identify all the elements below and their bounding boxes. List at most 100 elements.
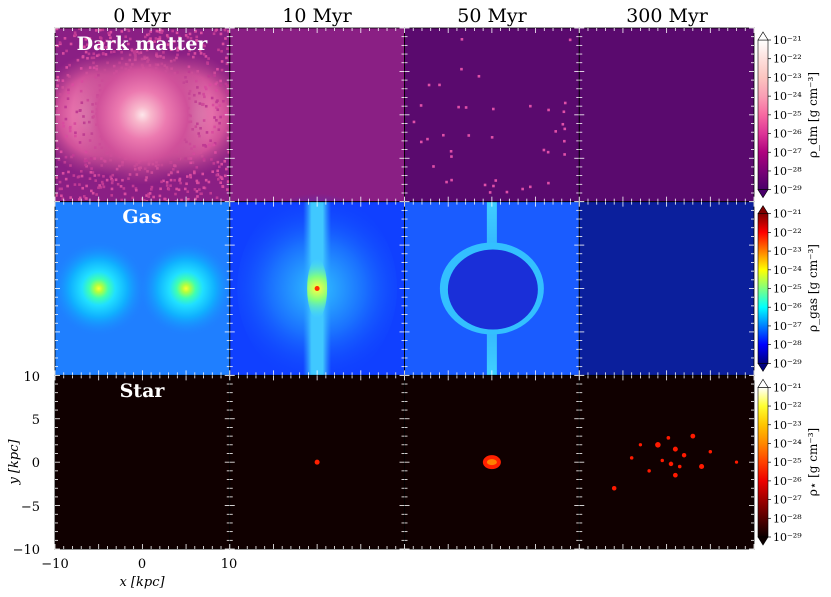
dm-particle <box>58 41 62 44</box>
dm-particle <box>166 43 170 46</box>
dm-particle <box>67 170 70 174</box>
dm-particle <box>194 197 197 201</box>
dm-particle <box>204 55 208 58</box>
dm-particle <box>108 33 111 37</box>
dm-particle <box>193 52 197 55</box>
star-particle <box>681 452 687 458</box>
dm-particle <box>68 129 72 133</box>
column-title-3: 300 Myr <box>626 5 708 27</box>
column-title-1: 10 Myr <box>282 5 352 27</box>
dm-particle <box>102 185 106 189</box>
dm-particle <box>160 31 164 34</box>
dm-particle <box>464 106 468 109</box>
dm-particle <box>127 29 131 33</box>
dm-particle <box>193 187 197 191</box>
dm-particle <box>78 45 82 48</box>
colorbar-label-dm: ρ_dm [g cm⁻³] <box>806 72 820 158</box>
dm-particle <box>206 62 209 65</box>
dm-particle <box>202 157 206 161</box>
dm-particle <box>169 48 173 52</box>
x-axis-label: x [kpc] <box>119 575 165 590</box>
star-particle <box>629 456 634 460</box>
dm-particle <box>216 67 219 71</box>
dm-particle <box>222 115 226 118</box>
colorbar-tick-label: 10⁻²⁸ <box>773 165 802 178</box>
star-panel-bg <box>55 375 230 549</box>
dm-particle <box>167 187 171 191</box>
dm-particle <box>223 159 227 163</box>
dm-particle <box>445 180 448 184</box>
y-tick-label: 5 <box>32 413 40 428</box>
dm-particle <box>65 49 68 53</box>
dm-particle <box>178 35 181 39</box>
colorbar-extend-bottom <box>757 536 769 546</box>
dm-particle <box>148 192 152 195</box>
y-tick-label: 10 <box>23 370 40 385</box>
dm-particle <box>427 83 431 87</box>
y-tick-label: −10 <box>13 543 40 558</box>
colorbar-extend-bottom <box>757 189 769 199</box>
dm-particle <box>483 183 487 187</box>
dm-particle <box>505 190 509 194</box>
dm-particle <box>105 178 109 182</box>
dm-particle <box>83 45 86 49</box>
dm-particle <box>179 181 182 185</box>
dm-particle <box>528 185 532 189</box>
dm-particle <box>66 97 70 100</box>
colorbar-tick-label: 10⁻²⁶ <box>773 128 802 141</box>
dm-particle <box>457 105 460 109</box>
dm-particle <box>73 31 77 35</box>
dm-particle <box>219 115 222 119</box>
dm-particle <box>215 100 218 104</box>
dm-particle <box>149 39 153 43</box>
dm-particle <box>412 120 416 124</box>
dm-particle <box>56 84 59 88</box>
dm-particle <box>101 48 104 51</box>
dm-particle <box>159 28 162 32</box>
dm-particle <box>209 191 213 195</box>
x-axis: −10 0 10 x [kpc] <box>41 557 237 590</box>
dm-particle <box>145 194 148 197</box>
dm-particle <box>67 91 70 95</box>
colorbar-tick-label: 10⁻²⁸ <box>773 512 802 525</box>
dm-particle <box>221 42 225 46</box>
dm-particle <box>110 194 114 197</box>
dm-particle <box>200 192 203 196</box>
dm-particle <box>220 60 224 63</box>
dm-particle <box>460 38 464 41</box>
dm-particle <box>521 187 524 191</box>
star-cluster-core <box>486 459 497 466</box>
dm-particle <box>82 195 86 198</box>
dm-particle <box>213 116 216 119</box>
dm-particle <box>87 52 91 56</box>
y-tick-label: −5 <box>21 500 40 515</box>
x-tick-label: 10 <box>221 557 238 572</box>
dm-particle <box>208 143 211 147</box>
dm-particle <box>226 84 230 88</box>
colorbar-tick-label: 10⁻²² <box>773 226 802 239</box>
dm-particle <box>215 173 219 177</box>
dm-particle <box>222 99 225 103</box>
dm-particle <box>201 172 205 176</box>
dm-particle <box>223 28 227 32</box>
dm-particle <box>226 188 229 191</box>
dm-particle <box>177 188 181 192</box>
dm-particle <box>226 47 229 51</box>
dm-particle <box>490 136 494 139</box>
dm-particle <box>64 105 67 109</box>
dm-particle <box>158 35 162 39</box>
panel-frames <box>54 27 755 550</box>
dm-particle <box>171 29 174 33</box>
dm-particle <box>142 198 146 202</box>
dm-particle <box>204 178 208 182</box>
dm-particle <box>225 91 229 94</box>
colorbar-tick-label: 10⁻²¹ <box>773 381 802 394</box>
dm-particle <box>217 128 221 131</box>
dm-particle <box>183 187 187 191</box>
dm-particle <box>147 41 151 44</box>
colorbar-tick-label: 10⁻²⁵ <box>773 109 802 122</box>
colorbar-tick-label: 10⁻²² <box>773 400 802 413</box>
colorbar-tick-label: 10⁻²⁸ <box>773 339 802 352</box>
dm-particle <box>175 187 178 191</box>
